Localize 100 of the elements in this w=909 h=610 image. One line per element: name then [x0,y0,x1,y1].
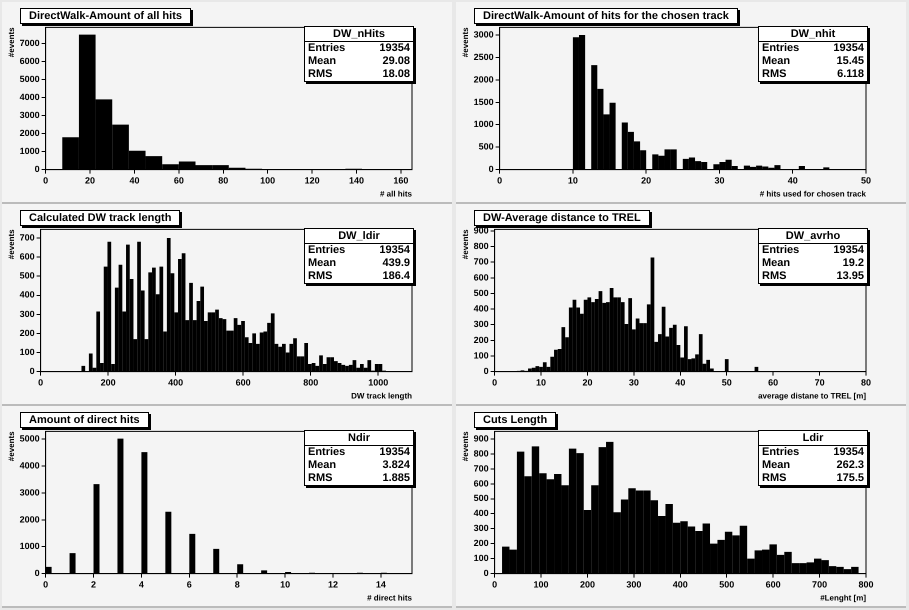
y-tick-label: 3000 [20,487,40,498]
x-tick-label: 800 [303,377,318,388]
x-tick-label: 4 [138,579,144,590]
y-tick-label: 500 [20,270,35,281]
y-tick-label: 4000 [20,92,40,102]
y-tick-label: 2500 [474,52,494,62]
x-tick-label: 80 [218,175,228,186]
annotation: RMS [308,472,332,485]
y-tick-label: 1000 [20,146,40,156]
y-tick-label: 2000 [474,74,494,84]
y-tick-label: 0 [30,366,35,376]
x-tick-label: 20 [85,175,96,186]
x-tick-label: 500 [719,579,734,590]
y-tick-label: 400 [474,508,489,518]
annotation: Entries [762,244,800,257]
y-axis-title: #events [461,430,470,462]
annotation: 29.08 [382,55,410,68]
annotation: Mean [308,257,336,270]
x-tick-label: 10 [568,175,578,186]
x-axis-title: DW track length [351,391,412,400]
annotation: 13.95 [836,270,864,283]
x-tick-label: 30 [628,377,639,388]
x-tick-label: 2 [91,579,96,590]
y-tick-label: 500 [474,493,489,504]
y-tick-label: 500 [478,142,494,152]
annotation: DW_avrho [759,229,867,244]
y-tick-label: 300 [474,319,489,330]
y-axis-title: #events [461,228,470,260]
x-tick-label: 160 [393,175,408,186]
x-tick-label: 40 [129,175,140,186]
annotation: RMS [762,270,786,283]
y-axis-title: #events [7,26,16,58]
annotation: 19354 [379,42,410,55]
x-tick-label: 10 [280,579,290,590]
x-tick-label: 0 [43,175,48,186]
annotation: DW_nHits [305,27,413,42]
y-tick-label: 5000 [20,434,40,444]
x-tick-label: 40 [788,175,798,186]
annotation: DW_nhit [759,27,867,42]
x-tick-label: 14 [376,579,386,590]
y-tick-label: 800 [474,448,489,458]
annotation: 18.08 [382,68,410,81]
x-tick-label: 1000 [368,377,388,388]
annotation: Entries [762,446,800,459]
annotation: 262.3 [836,459,864,472]
x-tick-label: 300 [626,579,642,590]
x-tick-label: 100 [534,579,549,590]
x-tick-label: 0 [497,175,502,186]
x-tick-label: 700 [812,579,828,590]
annotation: 439.9 [382,257,410,270]
y-tick-label: 700 [474,256,489,267]
y-tick-label: 400 [20,290,35,300]
annotation: Mean [762,257,790,270]
annotation: 19354 [379,244,410,257]
y-tick-label: 700 [20,232,35,242]
x-tick-label: 70 [814,377,825,388]
chart-title: Cuts Length [474,412,556,428]
annotation: 19354 [833,446,864,459]
y-tick-label: 200 [474,538,489,548]
annotation: DW_ldir [305,229,413,244]
x-tick-label: 60 [768,377,778,388]
x-axis-title: # hits used for chosen track [760,189,867,198]
annotation: 19354 [379,446,410,459]
y-tick-label: 600 [474,272,489,282]
x-tick-label: 400 [168,377,184,388]
x-axis-title: # all hits [380,189,413,198]
y-tick-label: 900 [474,433,489,444]
x-tick-label: 20 [582,377,592,388]
x-tick-label: 800 [858,579,874,590]
y-tick-label: 600 [474,478,489,488]
y-tick-label: 700 [474,463,489,474]
chart-title: DW-Average distance to TREL [474,210,650,226]
annotation: Mean [762,55,790,68]
x-tick-label: 120 [304,175,320,186]
x-tick-label: 100 [260,175,276,186]
annotation: 19354 [833,244,864,257]
x-tick-label: 200 [100,377,116,388]
annotation: Entries [308,244,346,257]
y-tick-label: 100 [474,350,489,360]
x-tick-label: 6 [186,579,192,590]
y-tick-label: 600 [20,252,35,262]
annotation: Entries [308,42,346,55]
annotation: 15.45 [836,55,864,68]
y-axis-title: #events [7,228,16,260]
annotation: RMS [308,270,332,283]
x-tick-label: 200 [580,579,595,590]
y-tick-label: 4000 [20,460,40,471]
x-tick-label: 40 [675,377,686,388]
x-tick-label: 12 [328,579,338,590]
annotation: Mean [762,459,790,472]
y-tick-label: 0 [484,568,489,578]
x-axis-title: # direct hits [367,593,413,602]
y-tick-label: 0 [488,164,494,174]
y-axis-title: #events [461,26,470,58]
y-tick-label: 300 [474,523,489,534]
chart-title: Calculated DW track length [20,210,180,226]
annotation: RMS [762,68,786,81]
chart-title: DirectWalk-Amount of all hits [20,8,191,24]
y-tick-label: 1500 [474,96,494,107]
y-tick-label: 1000 [20,541,40,552]
